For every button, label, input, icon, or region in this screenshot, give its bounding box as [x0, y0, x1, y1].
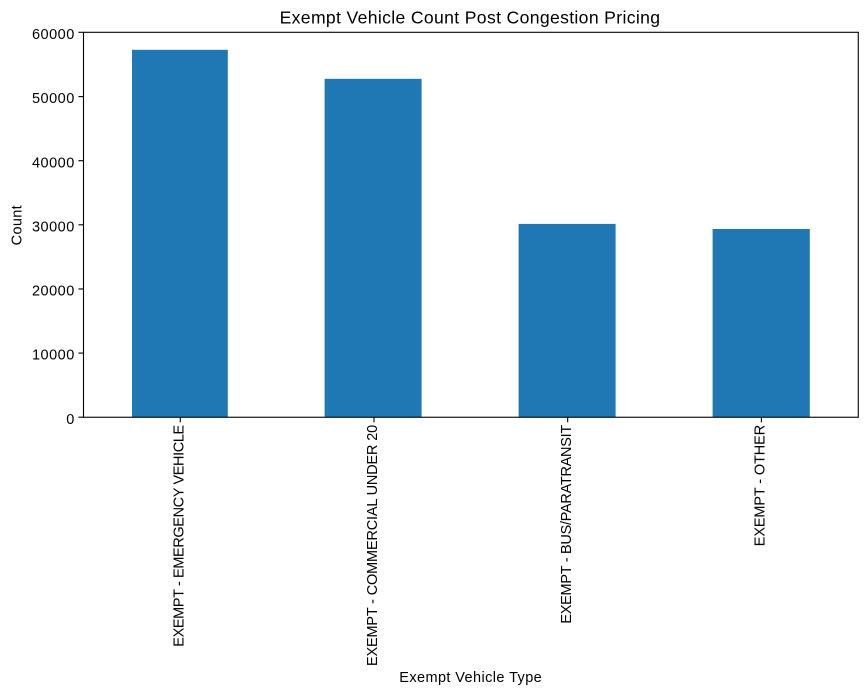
svg-text:EXEMPT - EMERGENCY VEHICLE: EXEMPT - EMERGENCY VEHICLE [172, 424, 188, 646]
svg-text:60000: 60000 [32, 27, 74, 43]
svg-text:EXEMPT - OTHER: EXEMPT - OTHER [753, 425, 769, 546]
svg-text:EXEMPT - BUS/PARATRANSIT: EXEMPT - BUS/PARATRANSIT [559, 425, 575, 624]
svg-text:40000: 40000 [32, 155, 74, 171]
svg-text:Count: Count [10, 205, 26, 245]
svg-text:20000: 20000 [32, 284, 74, 300]
svg-text:Exempt Vehicle Type: Exempt Vehicle Type [399, 670, 542, 686]
svg-text:0: 0 [66, 412, 74, 428]
svg-text:30000: 30000 [32, 219, 74, 235]
svg-text:50000: 50000 [32, 91, 74, 107]
svg-text:EXEMPT - COMMERCIAL UNDER 20: EXEMPT - COMMERCIAL UNDER 20 [365, 425, 381, 666]
svg-text:10000: 10000 [32, 348, 74, 364]
svg-text:Exempt Vehicle Count Post Cong: Exempt Vehicle Count Post Congestion Pri… [280, 8, 660, 28]
